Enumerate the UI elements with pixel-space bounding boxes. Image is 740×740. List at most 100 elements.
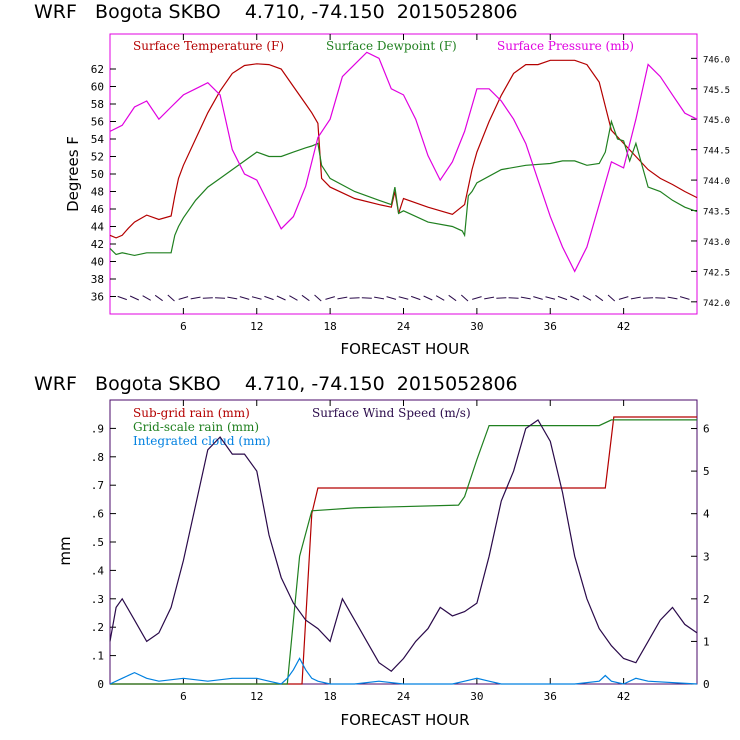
wind-barb bbox=[154, 294, 163, 302]
legend-surface-temperature: Surface Temperature (F) bbox=[133, 39, 284, 53]
top-y-tick-label: 52 bbox=[91, 151, 104, 164]
top-series bbox=[109, 51, 698, 273]
bottom-y2-tick-label: 4 bbox=[703, 508, 710, 521]
wind-barb bbox=[520, 296, 531, 300]
wind-barb bbox=[227, 296, 238, 300]
top-x-tick-label: 30 bbox=[470, 320, 483, 333]
wind-barb bbox=[595, 294, 604, 302]
wind-barb bbox=[545, 296, 556, 300]
wind-barb bbox=[557, 295, 568, 301]
wind-barb bbox=[251, 296, 262, 300]
bottom-y-tick-label: .1 bbox=[91, 650, 104, 663]
top-y2-tick-label: 744.5 bbox=[703, 147, 730, 157]
wind-barb bbox=[190, 296, 201, 300]
top-x-tick-label: 18 bbox=[324, 320, 337, 333]
wind-barb bbox=[301, 294, 310, 302]
wind-barb bbox=[264, 295, 274, 301]
wind-barb bbox=[423, 295, 433, 301]
top-y-tick-label: 44 bbox=[91, 221, 105, 234]
wind-barb bbox=[448, 294, 457, 302]
wind-barb bbox=[618, 296, 629, 300]
top-y-tick-label: 42 bbox=[91, 238, 104, 251]
bottom-y-tick-label: .2 bbox=[91, 621, 104, 634]
wind-barb bbox=[129, 295, 139, 301]
wind-barb bbox=[276, 295, 286, 301]
top-y-tick-label: 48 bbox=[91, 186, 104, 199]
legend-subgrid-rain: Sub-grid rain (mm) bbox=[133, 406, 250, 420]
top-y-tick-label: 46 bbox=[91, 203, 104, 216]
bottom-chart-title: WRF Bogota SKBO 4.710, -74.150 201505280… bbox=[34, 373, 518, 395]
bottom-y2-tick-label: 2 bbox=[703, 593, 710, 606]
top-y2-tick-label: 745.5 bbox=[703, 86, 730, 96]
bottom-y-tick-label: .7 bbox=[91, 479, 104, 492]
wind-barb bbox=[398, 296, 409, 300]
bottom-y-tick-label: .8 bbox=[91, 451, 104, 464]
bottom-y-tick-label: .6 bbox=[91, 508, 104, 521]
wind-barb bbox=[337, 296, 348, 300]
wind-barb bbox=[496, 297, 507, 299]
bottom-y-tick-label: .3 bbox=[91, 593, 104, 606]
top-series-surface-pressure-mb bbox=[109, 51, 698, 273]
top-y2-tick-label: 743.5 bbox=[703, 208, 730, 218]
bottom-x-tick-label: 30 bbox=[470, 690, 483, 703]
bottom-x-axis-label: FORECAST HOUR bbox=[340, 711, 469, 729]
top-series-surface-temperature-f bbox=[109, 59, 698, 239]
bottom-y-tick-label: .5 bbox=[91, 536, 104, 549]
top-y2-tick-label: 744.0 bbox=[703, 177, 730, 187]
top-y-tick-label: 62 bbox=[91, 63, 104, 76]
bottom-y2-tick-label: 6 bbox=[703, 423, 710, 436]
wind-barb bbox=[484, 296, 495, 300]
wind-barb bbox=[386, 296, 397, 300]
bottom-x-tick-label: 36 bbox=[544, 690, 557, 703]
top-y-tick-label: 60 bbox=[91, 81, 104, 94]
bottom-x-tick-label: 42 bbox=[617, 690, 630, 703]
wind-barb bbox=[460, 294, 469, 302]
bottom-x-tick-label: 12 bbox=[250, 690, 263, 703]
top-y-tick-label: 50 bbox=[91, 168, 104, 181]
top-x-tick-label: 24 bbox=[397, 320, 411, 333]
top-y2-tick-label: 743.0 bbox=[703, 238, 730, 248]
wind-barb bbox=[239, 296, 250, 300]
bottom-series bbox=[109, 416, 698, 685]
bottom-series-sub-grid-rain-mm bbox=[110, 416, 697, 685]
top-y-tick-label: 38 bbox=[91, 273, 104, 286]
wind-barb bbox=[582, 295, 592, 301]
top-y-tick-label: 40 bbox=[91, 256, 104, 269]
top-x-axis-label: FORECAST HOUR bbox=[340, 340, 469, 358]
top-y-tick-label: 56 bbox=[91, 116, 104, 129]
wind-barb bbox=[410, 295, 421, 301]
wind-barb bbox=[202, 297, 213, 299]
legend-surface-dewpoint: Surface Dewpoint (F) bbox=[326, 39, 457, 53]
wind-barb bbox=[325, 296, 335, 300]
bottom-series-integrated-cloud-mm bbox=[109, 657, 698, 685]
legend-gridscale-rain: Grid-scale rain (mm) bbox=[133, 420, 259, 434]
wind-barb bbox=[630, 296, 641, 300]
legend-surface-pressure: Surface Pressure (mb) bbox=[497, 39, 634, 53]
top-y2-tick-label: 745.0 bbox=[703, 116, 730, 126]
legend-wind-speed: Surface Wind Speed (m/s) bbox=[312, 406, 471, 420]
wind-barb bbox=[667, 296, 678, 300]
wind-barb bbox=[435, 295, 445, 301]
legend-integrated-cloud: Integrated cloud (mm) bbox=[133, 434, 271, 448]
top-x-tick-label: 6 bbox=[180, 320, 187, 333]
wind-barb bbox=[215, 297, 226, 299]
bottom-y2-tick-label: 5 bbox=[703, 465, 710, 478]
wind-barb bbox=[570, 295, 580, 301]
wind-barb bbox=[472, 296, 482, 300]
top-x-tick-label: 12 bbox=[250, 320, 263, 333]
wind-barb bbox=[374, 296, 385, 300]
wind-barb bbox=[142, 295, 151, 301]
top-y2-tick-label: 746.0 bbox=[703, 55, 730, 65]
wind-barb bbox=[314, 294, 322, 302]
bottom-y-tick-label: 0 bbox=[97, 678, 104, 691]
top-y-tick-label: 54 bbox=[91, 133, 105, 146]
bottom-y-tick-label: .4 bbox=[91, 564, 105, 577]
wind-barb bbox=[167, 294, 175, 302]
bottom-y2-tick-label: 0 bbox=[703, 678, 710, 691]
wind-barb bbox=[533, 296, 543, 300]
wind-barb bbox=[655, 297, 666, 299]
bottom-series-grid-scale-rain-mm bbox=[110, 419, 697, 685]
top-y2-tick-label: 742.0 bbox=[703, 299, 730, 309]
